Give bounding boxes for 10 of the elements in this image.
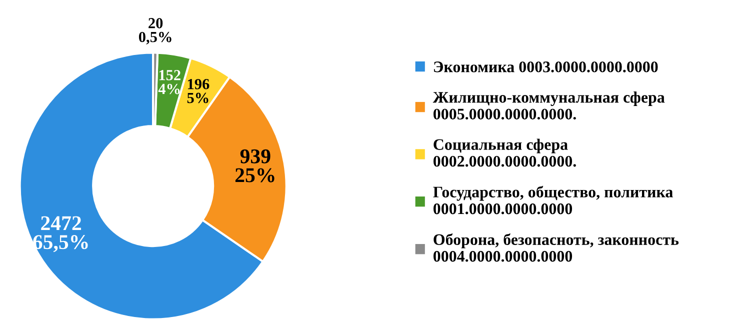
legend-label: Экономика 0003.0000.0000.0000 xyxy=(434,62,658,72)
legend-label: Оборона, безопасноть, законность 0004.0000.0000.0000 xyxy=(434,233,679,262)
data-label: 2472 65,5% xyxy=(33,216,88,252)
legend-label: Жилищно-коммунальная сфера 0005.0000.0000.0000. xyxy=(432,92,665,120)
legend-label: Социальная сфера 0002.0000.0000.0000. xyxy=(434,138,576,167)
data-label: 196 5% xyxy=(187,78,210,104)
data-label: 20 0,5% xyxy=(138,18,172,44)
data-label: 152 4% xyxy=(158,70,180,94)
data-label: 939 25% xyxy=(235,149,274,182)
legend-label: Государство, общество, политика 0001.0000.0000.0000 xyxy=(433,186,673,214)
